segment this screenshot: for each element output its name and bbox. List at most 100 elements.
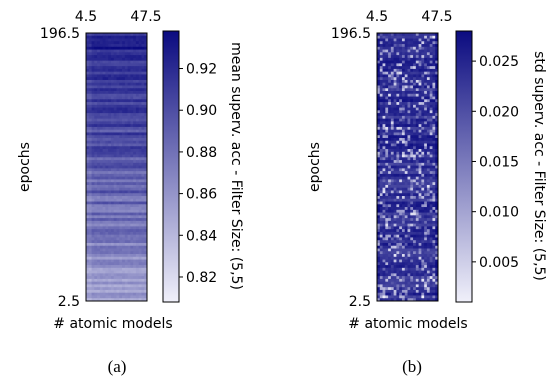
heatmap-cell (396, 129, 400, 133)
heatmap-cell (116, 276, 120, 280)
heatmap-cell (377, 38, 381, 42)
heatmap-cell (133, 234, 137, 238)
heatmap-cell (127, 179, 131, 183)
heatmap-cell (122, 223, 126, 227)
heatmap-cell (97, 146, 101, 150)
heatmap-cell (435, 184, 439, 189)
heatmap-cell (407, 248, 411, 252)
heatmap-cell (410, 132, 414, 136)
heatmap-cell (108, 60, 112, 64)
heatmap-cell (116, 121, 120, 125)
heatmap-cell (399, 198, 403, 202)
heatmap-cell (110, 220, 115, 225)
heatmap-cell (429, 63, 433, 67)
heatmap-cell (113, 149, 117, 153)
heatmap-cell (377, 68, 381, 73)
heatmap-cell (86, 79, 90, 84)
heatmap-cell (127, 231, 131, 236)
heatmap-cell (88, 248, 92, 252)
heatmap-cell (413, 46, 417, 50)
heatmap-cell (424, 49, 428, 53)
heatmap-cell (108, 74, 112, 78)
heatmap-cell (388, 74, 392, 78)
heatmap-cell (108, 149, 112, 153)
heatmap-cell (130, 121, 134, 125)
heatmap-cell (415, 121, 419, 125)
heatmap-cell (144, 273, 148, 277)
heatmap-cell (421, 176, 425, 180)
heatmap-cell (429, 137, 433, 142)
heatmap-cell (424, 173, 428, 178)
heatmap-cell (401, 179, 406, 183)
heatmap-cell (122, 273, 126, 277)
heatmap-cell (390, 137, 395, 142)
heatmap-cell (393, 104, 397, 108)
heatmap-cell (399, 292, 403, 296)
heatmap-cell (388, 278, 392, 283)
heatmap-cell (86, 173, 90, 178)
heatmap-cell (421, 162, 425, 167)
heatmap-cell (393, 240, 397, 244)
heatmap-cell (138, 187, 142, 191)
heatmap-cell (127, 85, 131, 89)
heatmap-cell (141, 215, 145, 219)
heatmap-cell (415, 157, 419, 161)
heatmap-cell (429, 226, 433, 230)
heatmap-cell (401, 55, 406, 59)
heatmap-cell (88, 298, 92, 302)
heatmap-cell (88, 254, 92, 258)
heatmap-cell (124, 157, 128, 161)
heatmap-cell (138, 71, 142, 75)
heatmap-cell (113, 251, 117, 255)
heatmap-cell (429, 254, 433, 258)
heatmap-cell (105, 85, 109, 89)
heatmap-cell (435, 248, 439, 252)
heatmap-cell (404, 240, 408, 244)
heatmap-cell (97, 137, 101, 142)
heatmap-cell (413, 193, 417, 197)
heatmap-cell (418, 248, 422, 252)
heatmap-cell (410, 231, 414, 236)
heatmap-cell (421, 74, 425, 78)
heatmap-cell (421, 265, 425, 269)
heatmap-cell (404, 209, 408, 213)
heatmap-cell (379, 79, 383, 84)
heatmap-cell (421, 126, 425, 131)
heatmap-cell (377, 287, 381, 291)
heatmap-cell (94, 278, 98, 283)
heatmap-cell (424, 160, 428, 164)
heatmap-cell (393, 242, 397, 247)
heatmap-cell (130, 102, 134, 106)
heatmap-cell (133, 93, 137, 97)
heatmap-cell (141, 184, 145, 189)
heatmap-cell (424, 265, 428, 269)
heatmap-cell (393, 237, 397, 241)
heatmap-cell (124, 207, 128, 211)
heatmap-cell (399, 176, 403, 180)
heatmap-cell (410, 237, 414, 241)
heatmap-cell (424, 85, 428, 89)
heatmap-cell (91, 209, 95, 213)
heatmap-cell (97, 209, 101, 213)
heatmap-cell (418, 91, 422, 95)
heatmap-cell (410, 198, 414, 202)
heatmap-cell (421, 231, 425, 236)
heatmap-cell (116, 240, 120, 244)
heatmap-cell (113, 209, 117, 213)
heatmap-cell (393, 251, 397, 255)
heatmap-cell (97, 124, 101, 128)
heatmap-cell (390, 149, 395, 153)
heatmap-cell (382, 237, 386, 241)
heatmap-cell (141, 68, 145, 73)
heatmap-cell (401, 121, 406, 125)
heatmap-cell (88, 262, 92, 266)
heatmap-cell (135, 110, 140, 114)
heatmap-cell (432, 162, 436, 167)
heatmap-cell (94, 60, 98, 64)
heatmap-cell (418, 254, 422, 258)
heatmap-cell (388, 259, 392, 263)
heatmap-cell (105, 287, 109, 291)
heatmap-cell (429, 237, 433, 241)
heatmap-cell (138, 146, 142, 150)
heatmap-cell (116, 44, 120, 48)
